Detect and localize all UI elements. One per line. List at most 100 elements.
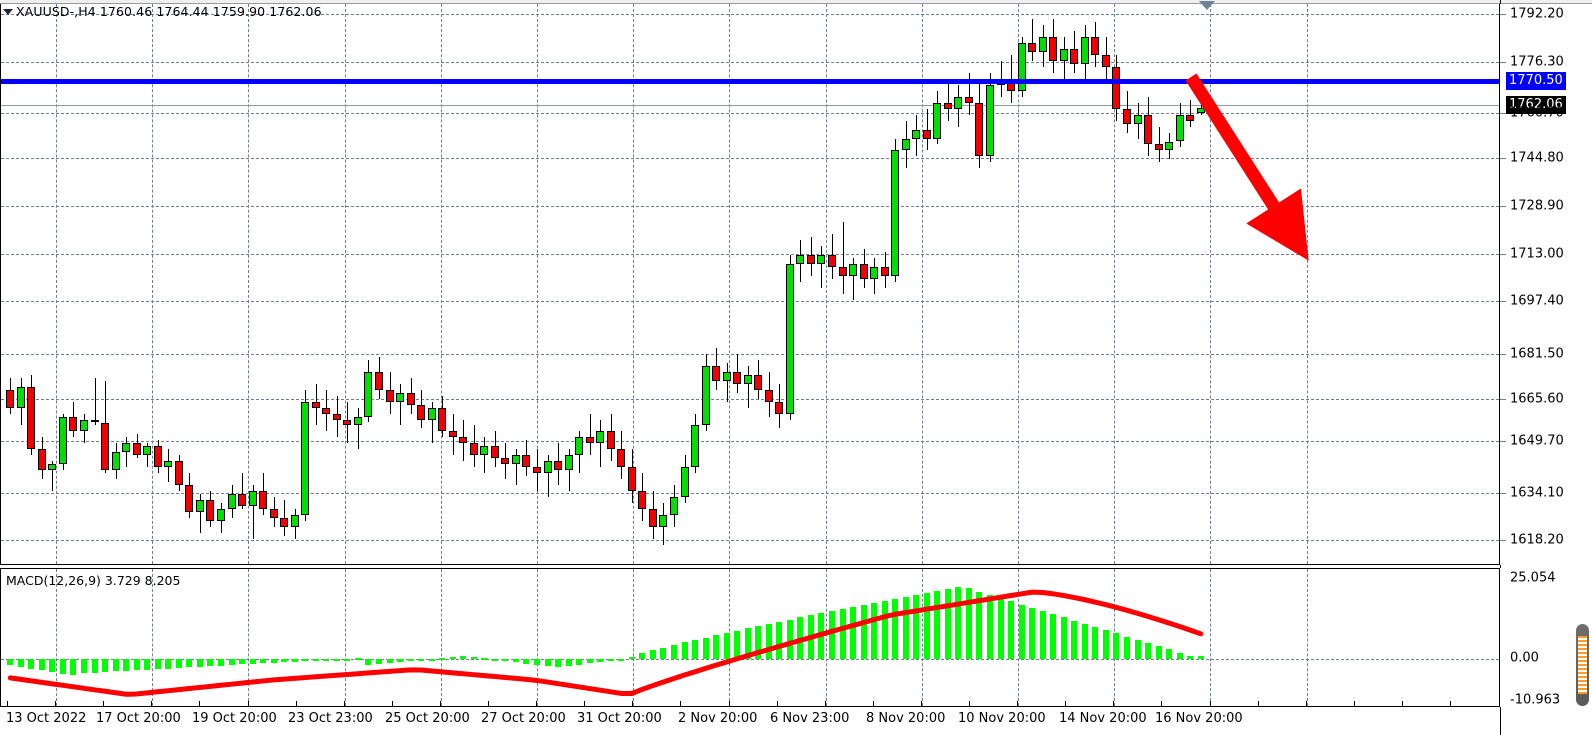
candle-body-bearish xyxy=(754,374,762,390)
candle-wick xyxy=(52,461,53,492)
macd-histogram-bar xyxy=(1029,607,1035,659)
macd-histogram-bar xyxy=(682,642,688,659)
candle-body-bearish xyxy=(417,404,425,420)
candle-body-bearish xyxy=(1102,54,1110,67)
macd-histogram-bar xyxy=(1071,620,1077,659)
candle-body-bearish xyxy=(69,416,77,432)
candle-body-bearish xyxy=(1186,114,1194,121)
vertical-gridline xyxy=(440,569,442,706)
candle-body-bullish xyxy=(1081,36,1089,64)
macd-histogram-bar xyxy=(976,591,982,659)
candle-body-bearish xyxy=(1144,114,1152,145)
price-axis-label: 1744.80 xyxy=(1510,150,1564,166)
macd-histogram-bar xyxy=(776,621,782,659)
candle-body-bullish xyxy=(228,494,236,510)
time-axis[interactable]: 13 Oct 2022 17 Oct 20:00 19 Oct 20:00 23 Oc… xyxy=(0,701,1500,735)
time-axis-label: 19 Oct 20:00 xyxy=(192,711,277,726)
candle-body-bearish xyxy=(206,500,214,522)
candle-body-bullish xyxy=(670,497,678,516)
candle-body-bullish xyxy=(1134,114,1142,124)
macd-histogram-bar xyxy=(408,659,414,661)
macd-histogram-bar xyxy=(418,659,424,661)
horizontal-price-line[interactable] xyxy=(1,79,1499,84)
time-axis-tick xyxy=(1210,701,1211,706)
macd-histogram-bar xyxy=(1124,636,1130,659)
price-axis-label: 1681.50 xyxy=(1510,346,1564,362)
candle-body-bearish xyxy=(733,371,741,384)
candle-body-bearish xyxy=(807,255,815,265)
candle-wick xyxy=(147,443,148,468)
macd-histogram-bar xyxy=(523,659,529,664)
price-chart-pane[interactable] xyxy=(0,4,1500,565)
vertical-gridline xyxy=(921,569,923,706)
candle-body-bullish xyxy=(596,431,604,444)
vertical-gridline xyxy=(248,569,250,706)
price-axis-label: 1713.00 xyxy=(1510,246,1564,262)
macd-legend-label: MACD(12,26,9) 3.729 8.205 xyxy=(6,573,181,588)
candle-body-bearish xyxy=(343,419,351,426)
candle-body-bearish xyxy=(533,467,541,474)
macd-histogram-bar xyxy=(534,659,540,665)
time-axis-tick xyxy=(1161,701,1162,706)
vertical-gridline xyxy=(537,569,538,706)
macd-histogram-bar xyxy=(7,659,13,666)
candle-wick xyxy=(242,473,243,510)
candle-body-bearish xyxy=(312,401,320,408)
chevron-down-icon[interactable] xyxy=(3,9,13,15)
macd-histogram-bar xyxy=(70,659,76,676)
macd-histogram-bar xyxy=(882,601,888,659)
time-axis-label: 8 Nov 20:00 xyxy=(866,711,946,726)
symbol-ohlc-label: XAUUSD-,H4 1760.46 1764.44 1759.90 1762.… xyxy=(16,4,322,19)
time-axis-tick xyxy=(344,701,345,706)
price-axis-tick xyxy=(1500,206,1506,207)
vertical-gridline xyxy=(248,4,250,564)
price-level-tag[interactable]: 1770.50 xyxy=(1506,72,1566,90)
candle-body-bullish xyxy=(59,416,67,465)
vertical-gridline xyxy=(344,569,346,706)
time-axis-tick xyxy=(825,701,826,706)
macd-histogram-bar xyxy=(734,630,740,659)
macd-histogram-bar xyxy=(913,595,919,659)
candle-wick xyxy=(1159,126,1160,163)
candle-body-bullish xyxy=(196,500,204,513)
macd-histogram-bar xyxy=(365,659,371,666)
vertical-scroll-handle[interactable] xyxy=(1576,624,1589,706)
time-axis-tick xyxy=(392,701,393,706)
macd-histogram-bar xyxy=(629,656,635,659)
horizontal-gridline xyxy=(1,206,1499,207)
price-axis[interactable]: 1792.20 1776.30 1770.50 1762.06 1760.70 1744.… xyxy=(1500,4,1592,565)
candle-body-bullish xyxy=(817,255,825,265)
candle-body-bullish xyxy=(691,425,699,468)
candle-wick xyxy=(853,258,854,300)
macd-histogram-bar xyxy=(218,659,224,666)
time-axis-tick xyxy=(488,701,489,706)
candle-wick xyxy=(253,485,254,540)
current-price-tag[interactable]: 1762.06 xyxy=(1506,96,1566,114)
vertical-gridline xyxy=(1306,4,1308,564)
candle-body-bullish xyxy=(428,407,436,420)
candle-body-bearish xyxy=(27,386,35,450)
time-axis-tick xyxy=(1113,701,1114,706)
bearish-arrow-annotation[interactable] xyxy=(1,4,1500,565)
horizontal-gridline xyxy=(1,158,1499,159)
macd-indicator-pane[interactable] xyxy=(0,568,1500,707)
candle-body-bullish xyxy=(744,374,752,384)
candle-body-bearish xyxy=(491,446,499,459)
macd-histogram-bar xyxy=(28,659,34,669)
time-axis-tick xyxy=(536,701,537,706)
macd-histogram-bar xyxy=(502,659,508,662)
macd-histogram-bar xyxy=(102,659,108,673)
vertical-gridline xyxy=(825,4,827,564)
horizontal-gridline xyxy=(1,399,1499,400)
candle-wick xyxy=(727,362,728,402)
candle-body-bearish xyxy=(522,455,530,468)
macd-histogram-bar xyxy=(292,659,298,662)
macd-histogram-bar xyxy=(587,659,593,664)
candle-body-bullish xyxy=(249,491,257,507)
macd-histogram-bar xyxy=(566,659,572,666)
period-separator-marker-icon xyxy=(1199,1,1215,10)
macd-histogram-bar xyxy=(1187,655,1193,659)
candle-wick xyxy=(969,72,970,115)
vertical-gridline xyxy=(825,569,827,706)
time-axis-tick xyxy=(873,701,874,706)
